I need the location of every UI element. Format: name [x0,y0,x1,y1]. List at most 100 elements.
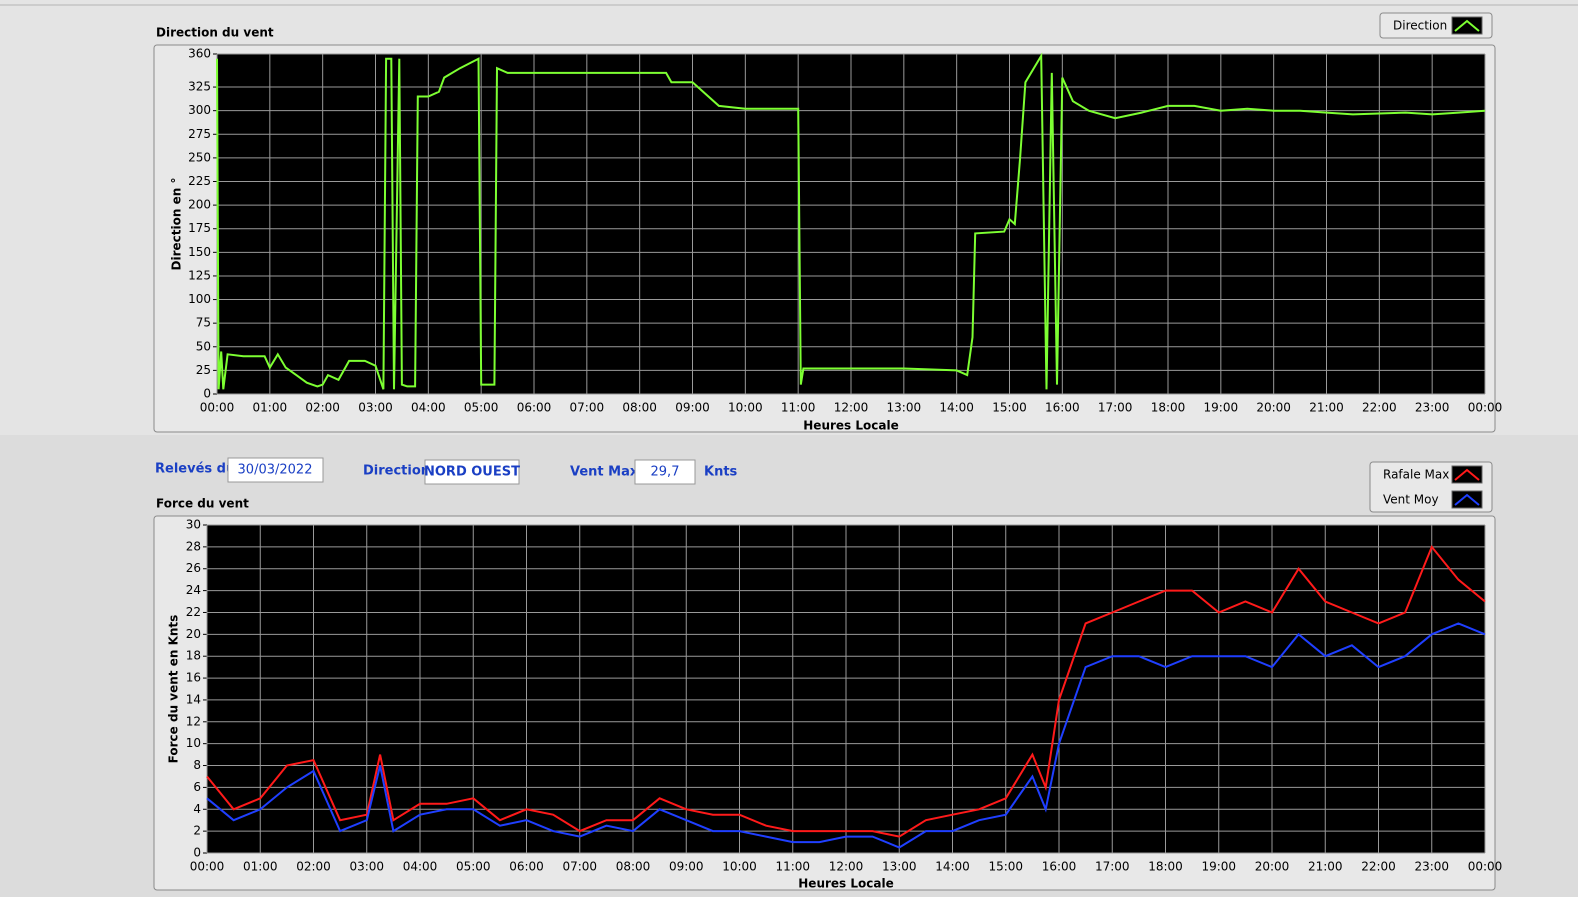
y-tick-label: 360 [188,47,211,61]
legend-label: Vent Moy [1383,493,1439,507]
y-axis-label: Direction en ° [170,178,184,271]
legend-swatch [1454,19,1480,32]
x-tick-label: 18:00 [1151,401,1186,415]
y-tick-label: 18 [186,649,201,663]
legend-label: Direction [1393,19,1447,33]
y-tick-label: 300 [188,103,211,117]
x-tick-label: 04:00 [403,860,438,874]
y-tick-label: 150 [188,245,211,259]
x-tick-label: 09:00 [675,401,710,415]
x-tick-label: 20:00 [1255,860,1290,874]
x-tick-label: 05:00 [464,401,499,415]
x-tick-label: 20:00 [1256,401,1291,415]
data-line [206,622,1486,849]
x-tick-label: 00:00 [1468,401,1503,415]
y-tick-label: 16 [186,671,201,685]
x-tick-label: 21:00 [1309,401,1344,415]
y-tick-label: 2 [193,824,201,838]
x-tick-label: 05:00 [456,860,491,874]
y-axis-label: Force du vent en Knts [167,615,181,764]
x-tick-label: 19:00 [1204,401,1239,415]
x-tick-label: 03:00 [349,860,384,874]
y-tick-label: 0 [203,387,211,401]
x-tick-label: 06:00 [517,401,552,415]
y-tick-label: 8 [193,758,201,772]
y-tick-label: 75 [196,316,211,330]
date-value: 30/03/2022 [238,463,313,478]
x-tick-label: 15:00 [992,401,1027,415]
y-tick-label: 4 [193,802,201,816]
y-tick-label: 30 [186,518,201,532]
x-tick-label: 22:00 [1361,860,1396,874]
chart-title: Direction du vent [156,26,274,40]
legend-swatch-bg [1451,465,1483,484]
x-tick-label: 02:00 [305,401,340,415]
y-tick-label: 225 [188,174,211,188]
x-tick-label: 16:00 [1042,860,1077,874]
date-label: Relevés du [155,462,235,477]
x-tick-label: 15:00 [988,860,1023,874]
x-tick-label: 17:00 [1098,401,1133,415]
y-tick-label: 14 [186,692,201,706]
y-tick-label: 100 [188,292,211,306]
legend-swatch [1454,468,1480,481]
chart-title: Force du vent [156,497,249,511]
x-tick-label: 00:00 [1468,860,1503,874]
y-tick-label: 125 [188,268,211,282]
x-tick-label: 00:00 [190,860,225,874]
x-tick-label: 01:00 [243,860,278,874]
vent-max-value: 29,7 [651,465,680,480]
direction-field[interactable] [424,459,520,485]
legend-label: Rafale Max [1383,468,1449,482]
data-line [206,544,1486,838]
legend-swatch-bg [1451,16,1483,35]
y-tick-label: 50 [196,339,211,353]
x-tick-label: 17:00 [1095,860,1130,874]
direction-label: Direction [363,464,430,479]
y-tick-label: 26 [186,561,201,575]
x-tick-label: 13:00 [882,860,917,874]
legend-swatch-bg [1451,490,1483,509]
x-tick-label: 22:00 [1362,401,1397,415]
date-field[interactable] [227,457,324,483]
y-tick-label: 12 [186,714,201,728]
x-tick-label: 10:00 [728,401,763,415]
legend-swatch [1454,493,1480,506]
y-tick-label: 10 [186,736,201,750]
unit-label: Knts [704,465,738,480]
x-tick-label: 12:00 [829,860,864,874]
y-tick-label: 28 [186,539,201,553]
x-tick-label: 23:00 [1415,401,1450,415]
data-line [216,52,1486,390]
x-tick-label: 10:00 [722,860,757,874]
x-tick-label: 07:00 [570,401,605,415]
y-tick-label: 6 [193,780,201,794]
x-tick-label: 14:00 [935,860,970,874]
x-tick-label: 06:00 [509,860,544,874]
x-tick-label: 08:00 [616,860,651,874]
x-tick-label: 14:00 [939,401,974,415]
x-tick-label: 11:00 [775,860,810,874]
x-tick-label: 12:00 [834,401,869,415]
y-tick-label: 325 [188,80,211,94]
y-tick-label: 0 [193,846,201,860]
x-tick-label: 11:00 [781,401,816,415]
x-tick-label: 03:00 [358,401,393,415]
x-tick-label: 01:00 [253,401,288,415]
x-tick-label: 23:00 [1414,860,1449,874]
y-tick-label: 25 [196,363,211,377]
x-tick-label: 02:00 [296,860,331,874]
vent-max-field[interactable] [634,459,696,485]
x-axis-label: Heures Locale [803,419,898,433]
y-tick-label: 200 [188,198,211,212]
x-tick-label: 18:00 [1148,860,1183,874]
x-axis-label: Heures Locale [798,877,893,891]
x-tick-label: 13:00 [887,401,922,415]
y-tick-label: 24 [186,583,201,597]
y-tick-label: 250 [188,150,211,164]
x-tick-label: 07:00 [562,860,597,874]
y-tick-label: 175 [188,221,211,235]
y-tick-label: 22 [186,605,201,619]
